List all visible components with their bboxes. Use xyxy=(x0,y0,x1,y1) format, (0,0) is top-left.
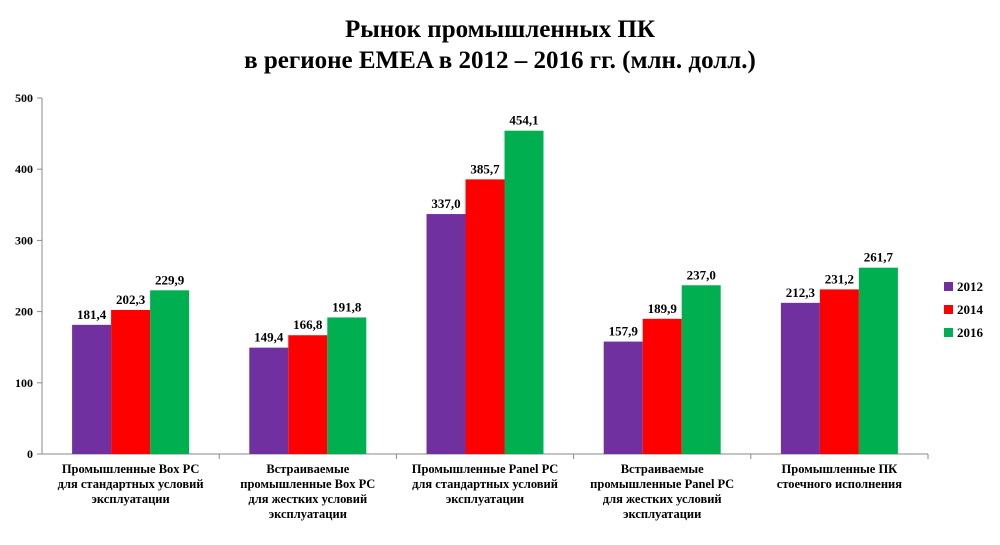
chart-title-line-2: в регионе EMEA в 2012 – 2016 гг. (млн. д… xyxy=(244,47,756,74)
bar-2012 xyxy=(603,341,643,454)
data-label: 149,4 xyxy=(254,330,284,345)
x-category-label: для стандартных условий xyxy=(58,477,204,491)
bar-2014 xyxy=(642,318,682,454)
x-category-label: Встраиваемые xyxy=(266,462,349,476)
y-tick-label: 300 xyxy=(15,233,33,247)
x-category-label: эксплуатации xyxy=(269,507,347,521)
x-category-label: промышленные Box PC xyxy=(240,477,375,491)
y-tick-label: 100 xyxy=(15,376,33,390)
bar-2016 xyxy=(681,285,721,454)
x-category-label: Промышленные ПК xyxy=(782,462,898,476)
legend-swatch-2012 xyxy=(944,282,953,291)
x-category-label: промышленные Panel PC xyxy=(590,477,734,491)
x-category-label: эксплуатации xyxy=(623,507,701,521)
bar-2012 xyxy=(780,302,820,454)
data-label: 385,7 xyxy=(470,161,500,176)
y-tick-label: 400 xyxy=(15,162,33,176)
x-category-label: для стандартных условий xyxy=(412,477,558,491)
x-category-label: стоечного исполнения xyxy=(777,477,902,491)
bar-2016 xyxy=(150,290,190,454)
data-label: 231,2 xyxy=(825,271,854,286)
legend-label-2012: 2012 xyxy=(957,279,983,294)
data-label: 229,9 xyxy=(155,272,185,287)
legend-swatch-2016 xyxy=(944,328,953,337)
bar-2014 xyxy=(819,289,859,454)
data-label: 212,3 xyxy=(786,285,816,300)
bar-2016 xyxy=(858,267,898,454)
legend-label-2016: 2016 xyxy=(957,325,984,340)
x-category-label: эксплуатации xyxy=(446,492,524,506)
chart-title: Рынок промышленных ПК в регионе EMEA в 2… xyxy=(0,14,1000,76)
x-category-label: Промышленные Panel PC xyxy=(412,462,559,476)
bar-2012 xyxy=(249,347,289,454)
data-label: 157,9 xyxy=(609,324,639,339)
bar-2016 xyxy=(504,130,544,455)
data-label: 261,7 xyxy=(864,250,894,265)
y-tick-label: 500 xyxy=(15,91,33,105)
x-category-label: Промышленные Box PC xyxy=(62,462,200,476)
bar-2016 xyxy=(327,317,367,454)
legend-swatch-2014 xyxy=(944,305,953,314)
data-label: 181,4 xyxy=(77,307,107,322)
x-category-label: Встраиваемые xyxy=(621,462,704,476)
bar-2012 xyxy=(426,214,466,454)
y-tick-label: 200 xyxy=(15,305,33,319)
legend-label-2014: 2014 xyxy=(957,302,984,317)
x-category-label: для жестких условий xyxy=(603,492,722,506)
bar-2014 xyxy=(111,309,151,454)
data-label: 191,8 xyxy=(332,299,362,314)
bar-2012 xyxy=(72,324,112,454)
y-tick-label: 0 xyxy=(27,447,33,461)
data-label: 237,0 xyxy=(687,267,716,282)
x-category-label: эксплуатации xyxy=(91,492,169,506)
x-category-label: для жестких условий xyxy=(248,492,367,506)
chart-title-line-1: Рынок промышленных ПК xyxy=(344,16,656,43)
bar-2014 xyxy=(465,179,505,455)
bar-2014 xyxy=(288,335,328,454)
data-label: 454,1 xyxy=(509,113,538,128)
data-label: 189,9 xyxy=(648,301,678,316)
data-label: 202,3 xyxy=(116,292,146,307)
data-label: 337,0 xyxy=(431,196,460,211)
data-label: 166,8 xyxy=(293,317,323,332)
